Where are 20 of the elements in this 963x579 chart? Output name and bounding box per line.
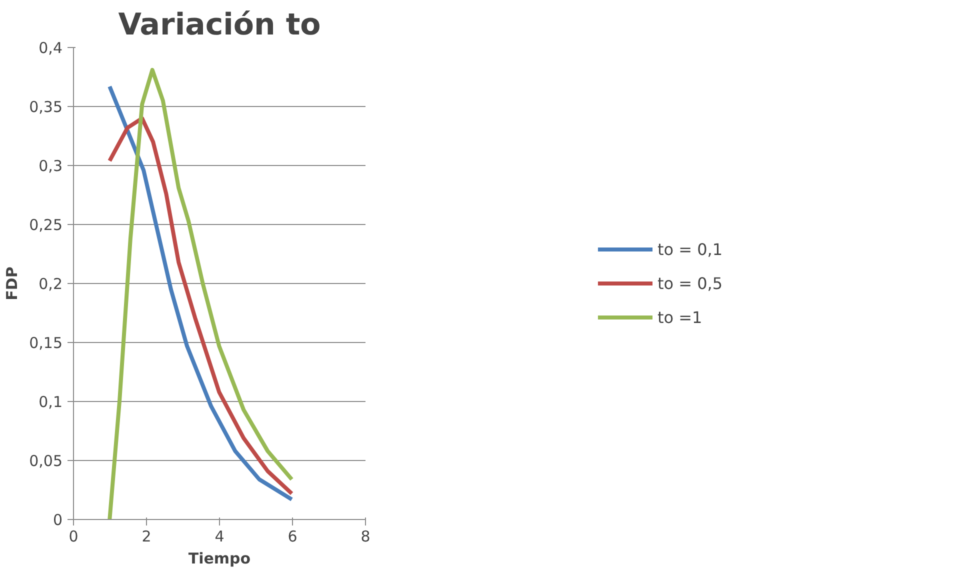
y-tick-label: 0,2 [38, 275, 63, 293]
x-tick-label: 0 [68, 528, 78, 546]
y-tick-label: 0,1 [38, 393, 63, 411]
chart-title: Variación to [118, 8, 321, 42]
y-tick-label: 0,15 [29, 334, 63, 352]
y-tick-label: 0,25 [29, 216, 63, 234]
y-tick-label: 0 [52, 511, 63, 529]
y-tick-label: 0,35 [29, 98, 63, 116]
x-axis-title: Tiempo [188, 550, 251, 568]
y-tick-label: 0,05 [29, 452, 63, 470]
legend-label: to = 0,5 [657, 274, 723, 292]
legend-label: to = 0,1 [657, 240, 723, 258]
x-tick-label: 8 [360, 528, 370, 546]
y-tick-label: 0,3 [38, 157, 63, 175]
y-axis-title: FDP [3, 266, 22, 300]
x-tick-label: 6 [288, 528, 298, 546]
y-tick-label: 0,4 [38, 39, 63, 57]
legend-label: to =1 [657, 308, 702, 326]
x-tick-label: 2 [142, 528, 152, 546]
x-tick-label: 4 [214, 528, 224, 546]
